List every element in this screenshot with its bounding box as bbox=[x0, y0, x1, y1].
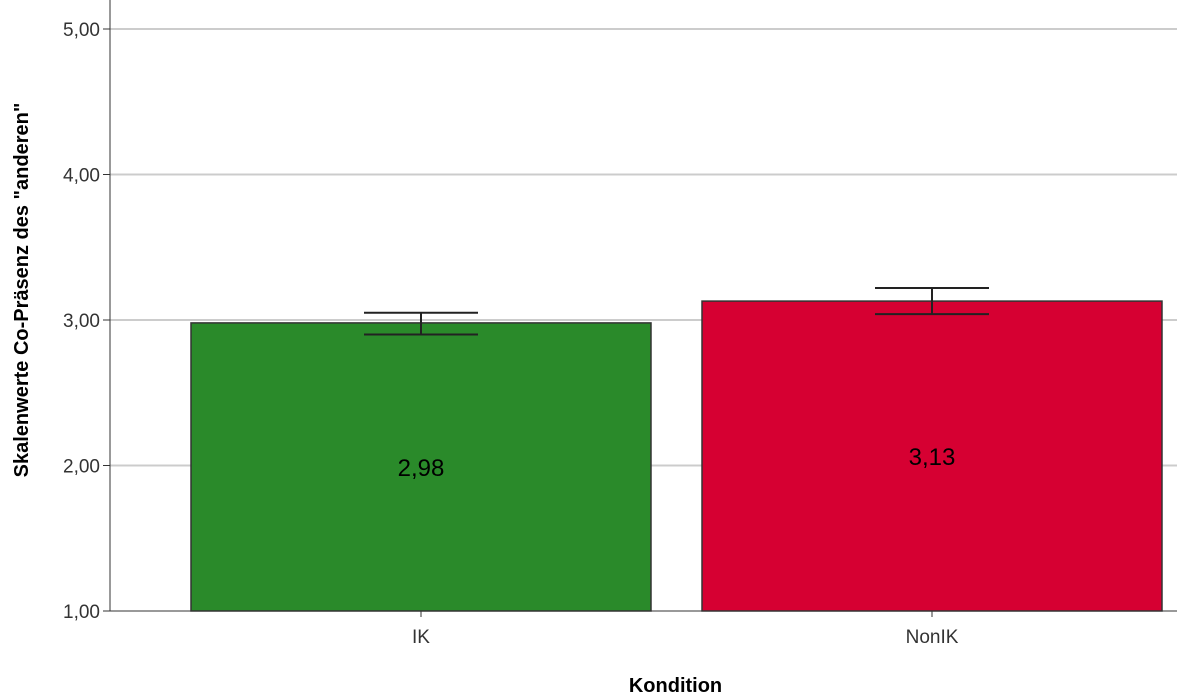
y-tick-label: 5,00 bbox=[63, 20, 100, 41]
labels: 1,00 2,00 3,00 4,00 5,00 2,98 IK 3,13 NonIK Kondi… bbox=[11, 20, 959, 697]
y-tick-label: 1,00 bbox=[63, 602, 100, 623]
y-tick-label: 4,00 bbox=[63, 166, 100, 187]
x-axis-title: Kondition bbox=[629, 675, 722, 697]
error-bars bbox=[364, 286, 989, 336]
value-label: 2,98 bbox=[398, 455, 445, 482]
bar-ik bbox=[190, 322, 652, 612]
value-label: 3,13 bbox=[909, 444, 956, 471]
bars bbox=[190, 300, 1163, 612]
x-tick-label: NonIK bbox=[906, 627, 959, 648]
y-tick-label: 3,00 bbox=[63, 311, 100, 332]
y-tick-label: 2,00 bbox=[63, 457, 100, 478]
x-tick-label: IK bbox=[412, 627, 430, 648]
y-axis-title: Skalenwerte Co-Präsenz des "anderen" bbox=[11, 103, 33, 478]
axes bbox=[103, 0, 1177, 617]
